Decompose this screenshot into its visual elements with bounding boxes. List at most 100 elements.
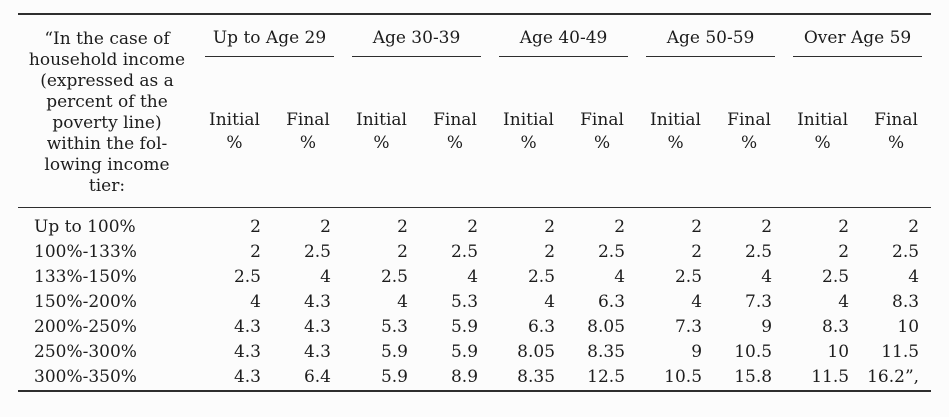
cell: 11.5 — [811, 366, 850, 387]
cell: 2 — [250, 241, 261, 262]
table-row: 150%-200% 4 4.3 4 5.3 4 6.3 4 7.3 4 8.3 — [18, 290, 931, 315]
table-body: Up to 100% 2 2 2 2 2 2 2 2 2 2 100%-133%… — [18, 207, 931, 391]
cell: 2 — [544, 241, 556, 262]
tier-label: 200%-250% — [34, 316, 137, 337]
percent-sign: % — [740, 132, 758, 153]
cell: 4.3 — [233, 341, 261, 362]
cell: 2.5 — [822, 266, 850, 287]
initial-label: Initial — [356, 109, 407, 130]
tier-label: 133%-150% — [34, 266, 137, 287]
cell: 2 — [467, 216, 479, 237]
cell: 4 — [320, 266, 331, 287]
cell: 6.4 — [303, 366, 331, 387]
col-header-final-3: Final% — [567, 57, 637, 207]
cell: 16.2”, — [867, 366, 920, 387]
table-row: 250%-300% 4.3 4.3 5.9 5.9 8.05 8.35 9 10… — [18, 340, 931, 365]
group-label: Age 50-59 — [646, 28, 776, 57]
cell: 4 — [250, 291, 261, 312]
initial-label: Initial — [650, 109, 701, 130]
final-label: Final — [580, 109, 624, 130]
col-header-final-1: Final% — [273, 57, 343, 207]
cell: 8.05 — [587, 316, 626, 337]
cell: 4.3 — [303, 316, 331, 337]
percent-sign: % — [226, 132, 243, 153]
cell: 10 — [827, 341, 850, 362]
initial-label: Initial — [503, 109, 554, 130]
table-row: 300%-350% 4.3 6.4 5.9 8.9 8.35 12.5 10.5… — [18, 365, 931, 391]
cell: 2.5 — [892, 241, 920, 262]
cell: 2 — [838, 241, 850, 262]
cell: 4 — [691, 291, 703, 312]
cell: 2 — [614, 216, 626, 237]
tier-label: 100%-133% — [34, 241, 137, 262]
cell: 8.3 — [822, 316, 850, 337]
cell: 2.5 — [450, 241, 479, 262]
cell: 7.3 — [674, 316, 703, 337]
percent-sign: % — [373, 132, 390, 153]
group-label: Up to Age 29 — [205, 28, 334, 57]
cell: 4.3 — [233, 316, 261, 337]
cell: 5.9 — [380, 341, 408, 362]
tier-label: Up to 100% — [34, 216, 136, 237]
cell: 2 — [691, 216, 703, 237]
cell: 4 — [397, 291, 408, 312]
cell: 10.5 — [664, 366, 703, 387]
final-label: Final — [727, 109, 771, 130]
group-label: Over Age 59 — [793, 28, 923, 57]
group-label: Age 40-49 — [499, 28, 629, 57]
table-row: 100%-133% 2 2.5 2 2.5 2 2.5 2 2.5 2 2.5 — [18, 240, 931, 265]
cell: 9 — [761, 316, 773, 337]
group-header-up-to-age-29: Up to Age 29 — [196, 14, 343, 57]
cell: 8.9 — [450, 366, 479, 387]
initial-label: Initial — [209, 109, 260, 130]
cell: 2 — [250, 216, 261, 237]
cell: 4.3 — [303, 341, 331, 362]
cell: 10.5 — [734, 341, 773, 362]
group-label: Age 30-39 — [352, 28, 482, 57]
cell: 4 — [614, 266, 626, 287]
cell: 10 — [897, 316, 920, 337]
col-header-initial-1: Initial% — [196, 57, 273, 207]
col-header-initial-5: Initial% — [784, 57, 861, 207]
tier-label: 300%-350% — [34, 366, 137, 387]
cell: 2.5 — [303, 241, 331, 262]
final-label: Final — [874, 109, 918, 130]
percent-sign: % — [446, 132, 464, 153]
cell: 4 — [467, 266, 479, 287]
col-header-final-2: Final% — [420, 57, 490, 207]
cell: 2 — [838, 216, 850, 237]
group-header-age-30-39: Age 30-39 — [343, 14, 490, 57]
cell: 5.3 — [380, 316, 408, 337]
percent-sign: % — [593, 132, 611, 153]
income-tier-percentage-table: “In the case of household income (expres… — [18, 13, 932, 392]
col-header-final-5: Final% — [861, 57, 931, 207]
group-header-age-50-59: Age 50-59 — [637, 14, 784, 57]
cell: 2 — [544, 216, 556, 237]
col-header-initial-4: Initial% — [637, 57, 714, 207]
cell: 8.3 — [892, 291, 920, 312]
cell: 2 — [761, 216, 773, 237]
col-header-final-4: Final% — [714, 57, 784, 207]
table-header: “In the case of household income (expres… — [18, 14, 932, 207]
cell: 8.05 — [517, 341, 556, 362]
col-header-initial-2: Initial% — [343, 57, 420, 207]
cell: 2.5 — [233, 266, 261, 287]
cell: 4 — [761, 266, 773, 287]
cell: 2 — [320, 216, 331, 237]
col-header-initial-3: Initial% — [490, 57, 567, 207]
group-header-age-40-49: Age 40-49 — [490, 14, 637, 57]
table-row: Up to 100% 2 2 2 2 2 2 2 2 2 2 — [18, 207, 931, 240]
cell: 12.5 — [587, 366, 626, 387]
percent-sign: % — [887, 132, 905, 153]
cell: 2 — [908, 216, 920, 237]
cell: 4.3 — [233, 366, 261, 387]
cell: 9 — [691, 341, 703, 362]
cell: 4 — [838, 291, 850, 312]
cell: 11.5 — [881, 341, 920, 362]
group-header-row: “In the case of household income (expres… — [18, 14, 931, 196]
table-row: 200%-250% 4.3 4.3 5.3 5.9 6.3 8.05 7.3 9… — [18, 315, 931, 340]
percent-sign: % — [520, 132, 537, 153]
tier-label: 250%-300% — [34, 341, 137, 362]
final-label: Final — [286, 109, 330, 130]
cell: 4 — [544, 291, 556, 312]
